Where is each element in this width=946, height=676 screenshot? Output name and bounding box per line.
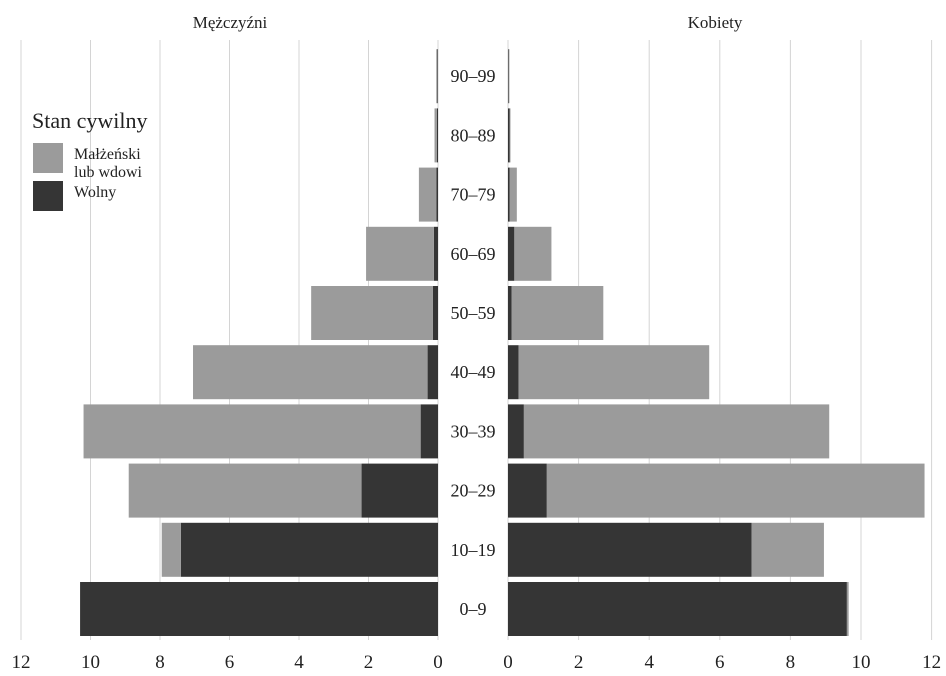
bar-men-single-30-39 xyxy=(420,404,438,459)
bar-women-single-20-29 xyxy=(508,463,547,518)
tick-label-women-10: 10 xyxy=(852,652,871,673)
category-label-0-9: 0–9 xyxy=(460,599,487,619)
bar-men-single-20-29 xyxy=(361,463,438,518)
panel-title-men: Mężczyźni xyxy=(193,13,268,32)
bar-women-single-10-19 xyxy=(508,522,752,577)
tick-label-men-12: 12 xyxy=(12,652,31,673)
bar-women-single-90-99 xyxy=(508,49,509,104)
bar-men-married-70-79 xyxy=(418,167,437,222)
tick-label-women-6: 6 xyxy=(715,652,725,673)
bar-men-married-40-49 xyxy=(193,345,428,400)
bar-men-married-10-19 xyxy=(161,522,181,577)
bar-men-married-60-69 xyxy=(366,226,434,281)
legend-label-married-1: lub wdowi xyxy=(74,164,143,181)
tick-label-men-6: 6 xyxy=(225,652,235,673)
bar-women-single-60-69 xyxy=(508,226,515,281)
bar-women-single-0-9 xyxy=(508,582,847,636)
tick-label-women-4: 4 xyxy=(644,652,654,673)
bar-men-single-0-9 xyxy=(80,582,438,636)
bar-men-single-60-69 xyxy=(433,226,438,281)
bar-women-married-90-99 xyxy=(508,49,510,104)
category-label-40-49: 40–49 xyxy=(451,362,496,382)
category-label-10-19: 10–19 xyxy=(451,540,496,560)
tick-label-men-10: 10 xyxy=(81,652,100,673)
bar-women-married-30-39 xyxy=(523,404,830,459)
bar-women-single-70-79 xyxy=(508,167,510,222)
tick-label-men-8: 8 xyxy=(155,652,165,673)
bar-men-single-80-89 xyxy=(436,108,438,163)
tick-label-women-12: 12 xyxy=(922,652,941,673)
legend-swatch-single xyxy=(33,181,63,211)
tick-label-men-4: 4 xyxy=(294,652,304,673)
tick-label-women-0: 0 xyxy=(503,652,513,673)
legend-label-single-0: Wolny xyxy=(74,184,116,201)
panel-title-women: Kobiety xyxy=(688,13,743,32)
bar-women-married-40-49 xyxy=(518,345,710,400)
bar-men-single-10-19 xyxy=(180,522,438,577)
bar-men-single-50-59 xyxy=(432,286,438,340)
bar-men-married-80-89 xyxy=(434,108,437,163)
bar-women-single-30-39 xyxy=(508,404,524,459)
category-label-20-29: 20–29 xyxy=(451,481,496,501)
category-label-90-99: 90–99 xyxy=(451,66,496,86)
bar-women-married-0-9 xyxy=(846,582,849,636)
tick-label-men-2: 2 xyxy=(364,652,374,673)
bar-women-married-50-59 xyxy=(511,286,604,340)
bar-men-single-40-49 xyxy=(427,345,438,400)
bar-women-single-40-49 xyxy=(508,345,519,400)
legend-label-married-0: Małżeński xyxy=(74,146,141,163)
tick-label-women-2: 2 xyxy=(574,652,584,673)
bar-women-single-50-59 xyxy=(508,286,512,340)
legend-title: Stan cywilny xyxy=(32,108,148,133)
tick-label-women-8: 8 xyxy=(786,652,796,673)
category-label-60-69: 60–69 xyxy=(451,244,496,264)
legend-swatch-married xyxy=(33,143,63,173)
bar-men-married-90-99 xyxy=(436,49,438,104)
bar-men-married-20-29 xyxy=(128,463,362,518)
bar-women-single-80-89 xyxy=(508,108,510,163)
bar-women-married-60-69 xyxy=(514,226,552,281)
labels: 12 10 8 6 4 2 0 0 2 4 6 8 10 12 Mężczyźni Kobiety 0–9 10–… xyxy=(12,13,942,673)
category-label-30-39: 30–39 xyxy=(451,421,496,441)
category-label-70-79: 70–79 xyxy=(451,185,496,205)
bars xyxy=(80,49,925,636)
bar-women-married-20-29 xyxy=(546,463,925,518)
bar-women-married-10-19 xyxy=(751,522,824,577)
bar-women-married-80-89 xyxy=(509,108,511,163)
category-label-80-89: 80–89 xyxy=(451,125,496,145)
bar-women-married-70-79 xyxy=(509,167,517,222)
category-label-50-59: 50–59 xyxy=(451,303,496,323)
bar-men-married-50-59 xyxy=(311,286,433,340)
tick-label-men-0: 0 xyxy=(433,652,443,673)
bar-men-single-70-79 xyxy=(436,167,438,222)
bar-men-single-90-99 xyxy=(437,49,438,104)
bar-men-married-30-39 xyxy=(83,404,421,459)
